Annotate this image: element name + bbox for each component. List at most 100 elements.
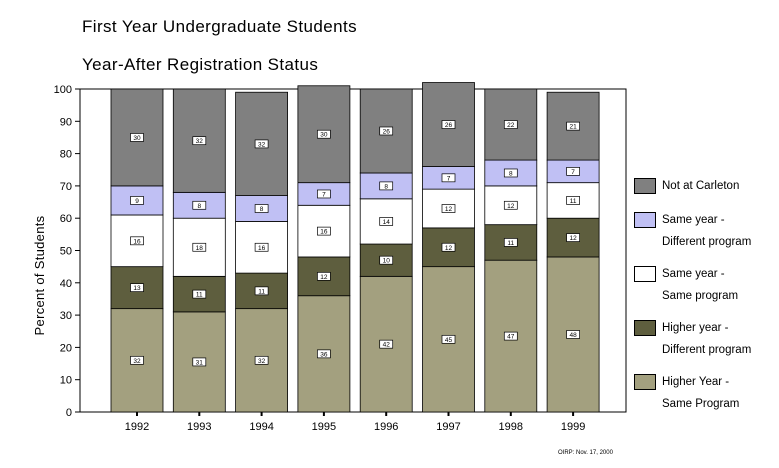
legend-label: Same year - Different program — [662, 214, 752, 248]
y-tick-label: 50 — [60, 246, 72, 258]
data-label: 21 — [569, 124, 577, 131]
data-label-box — [566, 330, 580, 339]
data-label-box — [192, 136, 207, 146]
data-label-box — [254, 355, 269, 365]
data-label: 30 — [133, 135, 141, 142]
data-label: 8 — [384, 183, 388, 190]
data-label: 8 — [197, 203, 201, 210]
x-tick-label: 1994 — [249, 421, 273, 433]
y-axis-label: Percent of Students — [32, 215, 47, 335]
data-label-box — [441, 120, 456, 129]
data-label: 7 — [571, 169, 575, 176]
data-label: 36 — [320, 351, 328, 358]
data-label-box — [379, 255, 394, 265]
data-label: 45 — [445, 337, 453, 344]
legend-label: Not at Carleton — [662, 180, 740, 192]
data-label-box — [503, 168, 518, 178]
data-label: 11 — [196, 292, 203, 299]
data-label-box — [566, 196, 580, 205]
data-label: 26 — [383, 128, 391, 135]
data-label-box — [441, 173, 456, 183]
y-tick-label: 100 — [54, 84, 72, 96]
x-tick-label: 1998 — [499, 421, 523, 433]
data-label: 11 — [507, 240, 514, 247]
data-label: 12 — [445, 206, 453, 213]
data-label: 13 — [133, 285, 141, 292]
chart-subtitle: Year-After Registration Status — [82, 55, 319, 74]
data-label-box — [254, 286, 269, 296]
data-label: 42 — [383, 342, 391, 349]
data-label: 10 — [383, 258, 391, 265]
y-tick-label: 80 — [60, 149, 72, 161]
data-label: 22 — [507, 122, 515, 129]
data-label: 11 — [258, 288, 265, 295]
data-label-box — [130, 236, 144, 246]
data-label: 12 — [320, 274, 328, 281]
data-label-box — [503, 331, 518, 341]
data-label: 9 — [135, 198, 139, 205]
data-label-box — [379, 126, 394, 136]
legend-swatch — [634, 266, 656, 282]
data-label: 30 — [320, 132, 328, 139]
data-label: 32 — [258, 141, 266, 148]
data-label: 32 — [258, 358, 266, 365]
legend-swatch — [634, 178, 656, 194]
data-label-box — [130, 355, 144, 365]
data-label-box — [130, 196, 144, 205]
data-label-box — [503, 200, 518, 210]
legend-swatch — [634, 212, 656, 228]
data-label: 11 — [570, 198, 577, 205]
y-tick-label: 30 — [60, 310, 72, 322]
y-tick-label: 0 — [66, 407, 72, 419]
source-credit: OIRP: Nov. 17, 2000 — [558, 450, 613, 456]
data-label-box — [317, 349, 331, 359]
data-label: 8 — [260, 206, 264, 213]
data-label: 18 — [196, 245, 204, 252]
data-label: 16 — [133, 238, 141, 245]
data-label: 26 — [445, 122, 453, 129]
data-label: 47 — [507, 334, 515, 341]
data-label-box — [441, 242, 456, 252]
data-label: 14 — [383, 219, 391, 226]
chart-title: First Year Undergraduate Students — [82, 17, 357, 36]
y-tick-label: 60 — [60, 213, 72, 225]
data-label-box — [503, 120, 518, 129]
y-tick-label: 10 — [60, 375, 72, 387]
data-label: 7 — [322, 191, 326, 198]
data-label-box — [317, 226, 331, 236]
data-label-box — [317, 129, 331, 139]
data-label-box — [317, 271, 331, 281]
data-label-box — [379, 217, 394, 226]
y-tick-label: 20 — [60, 342, 72, 354]
data-label-box — [379, 339, 394, 349]
data-label-box — [317, 189, 331, 199]
data-label: 16 — [320, 229, 328, 236]
legend-swatch — [634, 374, 656, 390]
legend-swatch — [634, 320, 656, 336]
x-tick-label: 1997 — [436, 421, 460, 433]
data-label: 8 — [509, 170, 513, 177]
data-label-box — [503, 238, 518, 247]
y-tick-label: 70 — [60, 181, 72, 193]
data-label: 16 — [258, 245, 266, 252]
data-label: 12 — [445, 245, 453, 252]
data-label-box — [192, 289, 207, 299]
legend-label: Same year - Same program — [662, 268, 739, 302]
data-label: 48 — [569, 332, 577, 339]
x-tick-label: 1992 — [125, 421, 149, 433]
data-label-box — [566, 121, 580, 131]
data-label: 12 — [569, 235, 577, 242]
data-label-box — [254, 242, 269, 252]
x-tick-label: 1996 — [374, 421, 398, 433]
data-label-box — [192, 357, 207, 367]
y-tick-label: 90 — [60, 116, 72, 128]
data-label-box — [254, 204, 269, 213]
data-label-box — [192, 242, 207, 252]
data-label-box — [566, 233, 580, 242]
data-label-box — [130, 283, 144, 292]
legend-label: Higher Year - Same Program — [662, 376, 740, 410]
data-label: 32 — [196, 138, 204, 145]
data-label-box — [441, 204, 456, 213]
data-label-box — [566, 167, 580, 176]
